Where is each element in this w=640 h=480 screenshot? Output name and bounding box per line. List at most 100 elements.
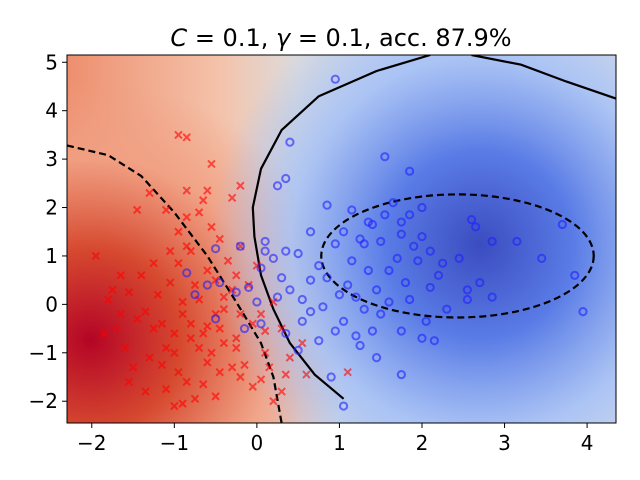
class-o-point <box>318 302 328 312</box>
class-x-point <box>215 324 224 333</box>
class-o-point <box>293 345 303 355</box>
x-tick-label: 0 <box>251 431 264 455</box>
class-x-point <box>99 329 109 338</box>
class-x-point <box>174 227 183 236</box>
class-x-point <box>232 343 241 353</box>
class-x-point <box>190 280 200 290</box>
class-x-point <box>302 370 311 379</box>
class-x-point <box>265 363 274 372</box>
class-o-point <box>285 137 295 147</box>
class-x-point <box>165 246 175 256</box>
class-o-point <box>305 275 316 285</box>
class-x-point <box>190 394 200 403</box>
class-o-point <box>297 294 307 305</box>
class-o-point <box>297 316 307 326</box>
x-axis: −2 −1 0 1 2 3 4 <box>77 423 593 455</box>
class-x-point <box>178 309 187 319</box>
class-o-point <box>314 336 324 346</box>
class-o-point <box>413 256 423 266</box>
class-x-point <box>124 377 134 387</box>
class-o-point <box>454 253 464 263</box>
class-o-point <box>182 268 192 278</box>
class-x-point <box>203 186 212 195</box>
class-o-point <box>367 326 378 336</box>
class-o-point <box>392 253 402 263</box>
class-o-point <box>281 246 291 256</box>
margin-contour-0 <box>67 144 283 423</box>
class-o-point <box>343 280 353 290</box>
title-gamma-symbol: γ <box>276 24 292 52</box>
class-x-point <box>149 259 158 268</box>
class-x-point <box>281 370 290 379</box>
class-x-point <box>227 285 237 295</box>
class-o-point <box>438 258 448 268</box>
y-tick-label: −1 <box>29 341 58 365</box>
class-o-point <box>570 270 580 280</box>
class-x-point <box>252 261 262 270</box>
class-x-point <box>211 392 220 401</box>
class-x-point <box>219 305 229 314</box>
class-o-point <box>260 236 270 247</box>
class-x-point <box>170 348 179 357</box>
class-x-point <box>298 338 307 348</box>
class-x-point <box>186 334 196 343</box>
y-tick-label: 3 <box>45 147 58 171</box>
class-x-point <box>182 242 191 251</box>
class-x-point <box>141 387 150 396</box>
class-o-point <box>429 336 439 346</box>
x-tick-label: −1 <box>160 431 189 455</box>
class-x-point <box>153 290 163 299</box>
class-x-point <box>248 382 257 391</box>
class-o-point <box>462 285 472 295</box>
class-x-point <box>108 285 117 295</box>
class-x-point <box>199 329 208 338</box>
class-x-point <box>215 234 224 244</box>
class-x-point <box>182 133 191 142</box>
class-o-point <box>355 340 365 351</box>
class-x-point <box>141 307 150 316</box>
title-c-value: = 0.1, <box>187 24 276 52</box>
class-x-point <box>145 188 154 198</box>
class-x-point <box>132 205 142 215</box>
class-o-point <box>272 181 283 191</box>
class-x-point <box>186 319 196 328</box>
class-o-point <box>396 229 406 239</box>
class-x-point <box>165 278 175 287</box>
class-o-markers <box>182 74 588 411</box>
class-x-point <box>207 222 216 232</box>
class-x-point <box>219 292 229 302</box>
class-o-point <box>355 234 365 244</box>
class-x-point <box>260 326 270 336</box>
class-o-point <box>376 309 386 319</box>
x-tick-label: −2 <box>77 431 106 455</box>
class-x-point <box>207 348 216 357</box>
class-o-point <box>388 198 398 208</box>
class-o-point <box>487 292 497 302</box>
class-x-point <box>260 348 270 357</box>
class-o-point <box>433 270 444 280</box>
class-o-point <box>475 277 485 288</box>
class-x-point <box>227 193 237 203</box>
class-x-point <box>248 319 257 328</box>
class-o-point <box>326 372 336 382</box>
class-x-point <box>199 196 208 205</box>
plot-area <box>67 55 616 423</box>
x-tick-label: 3 <box>498 431 511 455</box>
class-x-point <box>178 297 187 307</box>
class-o-point <box>334 290 345 300</box>
class-x-point <box>194 343 204 353</box>
y-tick-label: 5 <box>45 50 58 74</box>
class-o-point <box>305 227 316 237</box>
class-o-point <box>322 200 332 210</box>
class-x-point <box>203 358 212 367</box>
class-o-point <box>330 74 340 84</box>
y-tick-label: 0 <box>45 292 58 316</box>
class-o-point <box>338 227 349 237</box>
class-o-point <box>190 290 200 300</box>
class-x-point <box>145 353 154 362</box>
x-tick-label: 1 <box>333 431 346 455</box>
class-o-point <box>421 316 431 326</box>
class-x-point <box>174 367 183 377</box>
class-o-point <box>235 241 245 251</box>
